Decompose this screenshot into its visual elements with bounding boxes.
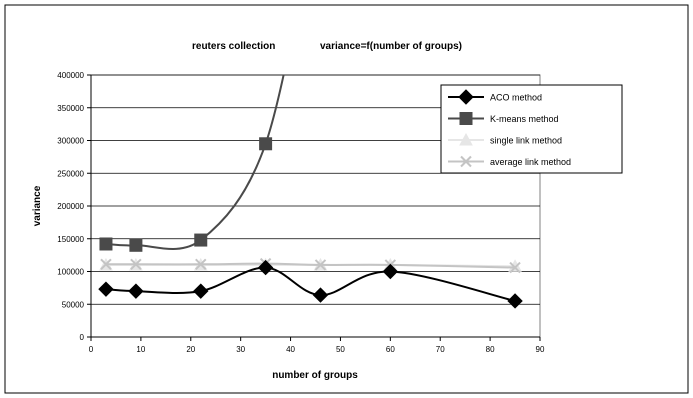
data-point (259, 137, 273, 151)
chart-title-right: variance=f(number of groups) (320, 41, 462, 52)
data-point (99, 237, 113, 251)
x-axis-label: number of groups (272, 370, 358, 381)
series-layer (98, 75, 523, 309)
legend-marker (459, 132, 473, 146)
data-point-stroke (195, 258, 207, 271)
data-point (195, 258, 207, 271)
data-point (314, 259, 327, 271)
y-tick-label: 50000 (62, 300, 85, 309)
data-point (130, 258, 142, 271)
y-tick-label: 250000 (57, 169, 84, 178)
data-point (98, 281, 114, 297)
y-tick-label: 0 (80, 333, 85, 342)
data-point (312, 287, 329, 303)
data-point (507, 293, 523, 309)
x-tick-label: 40 (286, 345, 295, 354)
legend-marker-stroke (460, 155, 472, 168)
legend-marker (460, 155, 472, 168)
legend-label: K-means method (490, 114, 559, 124)
y-tick-label: 400000 (57, 71, 84, 80)
legend: ACO method K-means method single link meth… (440, 84, 623, 174)
y-tick-label: 150000 (57, 235, 84, 244)
x-tick-label: 0 (89, 345, 94, 354)
y-tick-label: 200000 (57, 202, 84, 211)
data-point (257, 259, 274, 276)
y-tick-label: 300000 (57, 137, 84, 146)
data-point (509, 261, 521, 274)
legend-marker (458, 89, 474, 105)
y-axis: 0 50000 100000 150000 200000 250000 300000 3500… (57, 71, 92, 342)
data-point (382, 263, 399, 280)
data-point-stroke (509, 261, 521, 274)
legend-label: average link method (490, 157, 571, 167)
data-point-stroke (130, 258, 142, 271)
legend-label: ACO method (490, 93, 542, 103)
chart-title-left: reuters collection (192, 41, 275, 52)
x-tick-label: 30 (236, 345, 245, 354)
data-point-stroke (314, 259, 327, 271)
x-tick-label: 20 (186, 345, 195, 354)
data-point (129, 238, 143, 252)
data-point (100, 258, 112, 271)
legend-marker (459, 112, 473, 125)
x-tick-label: 10 (136, 345, 145, 354)
data-point-stroke (100, 258, 112, 271)
legend-label: single link method (490, 136, 562, 146)
x-tick-label: 70 (436, 345, 445, 354)
legend-box (440, 84, 623, 174)
x-axis: 0 10 20 30 40 50 60 70 80 90 (89, 336, 545, 354)
y-axis-label: variance (32, 185, 43, 226)
data-point (193, 283, 209, 299)
x-tick-label: 80 (486, 345, 495, 354)
x-tick-label: 60 (386, 345, 395, 354)
data-point (128, 283, 144, 299)
y-tick-label: 100000 (57, 268, 84, 277)
y-tick-label: 350000 (57, 104, 84, 113)
x-tick-label: 50 (336, 345, 345, 354)
chart-border (4, 4, 689, 394)
x-tick-label: 90 (536, 345, 545, 354)
data-point (194, 233, 208, 247)
